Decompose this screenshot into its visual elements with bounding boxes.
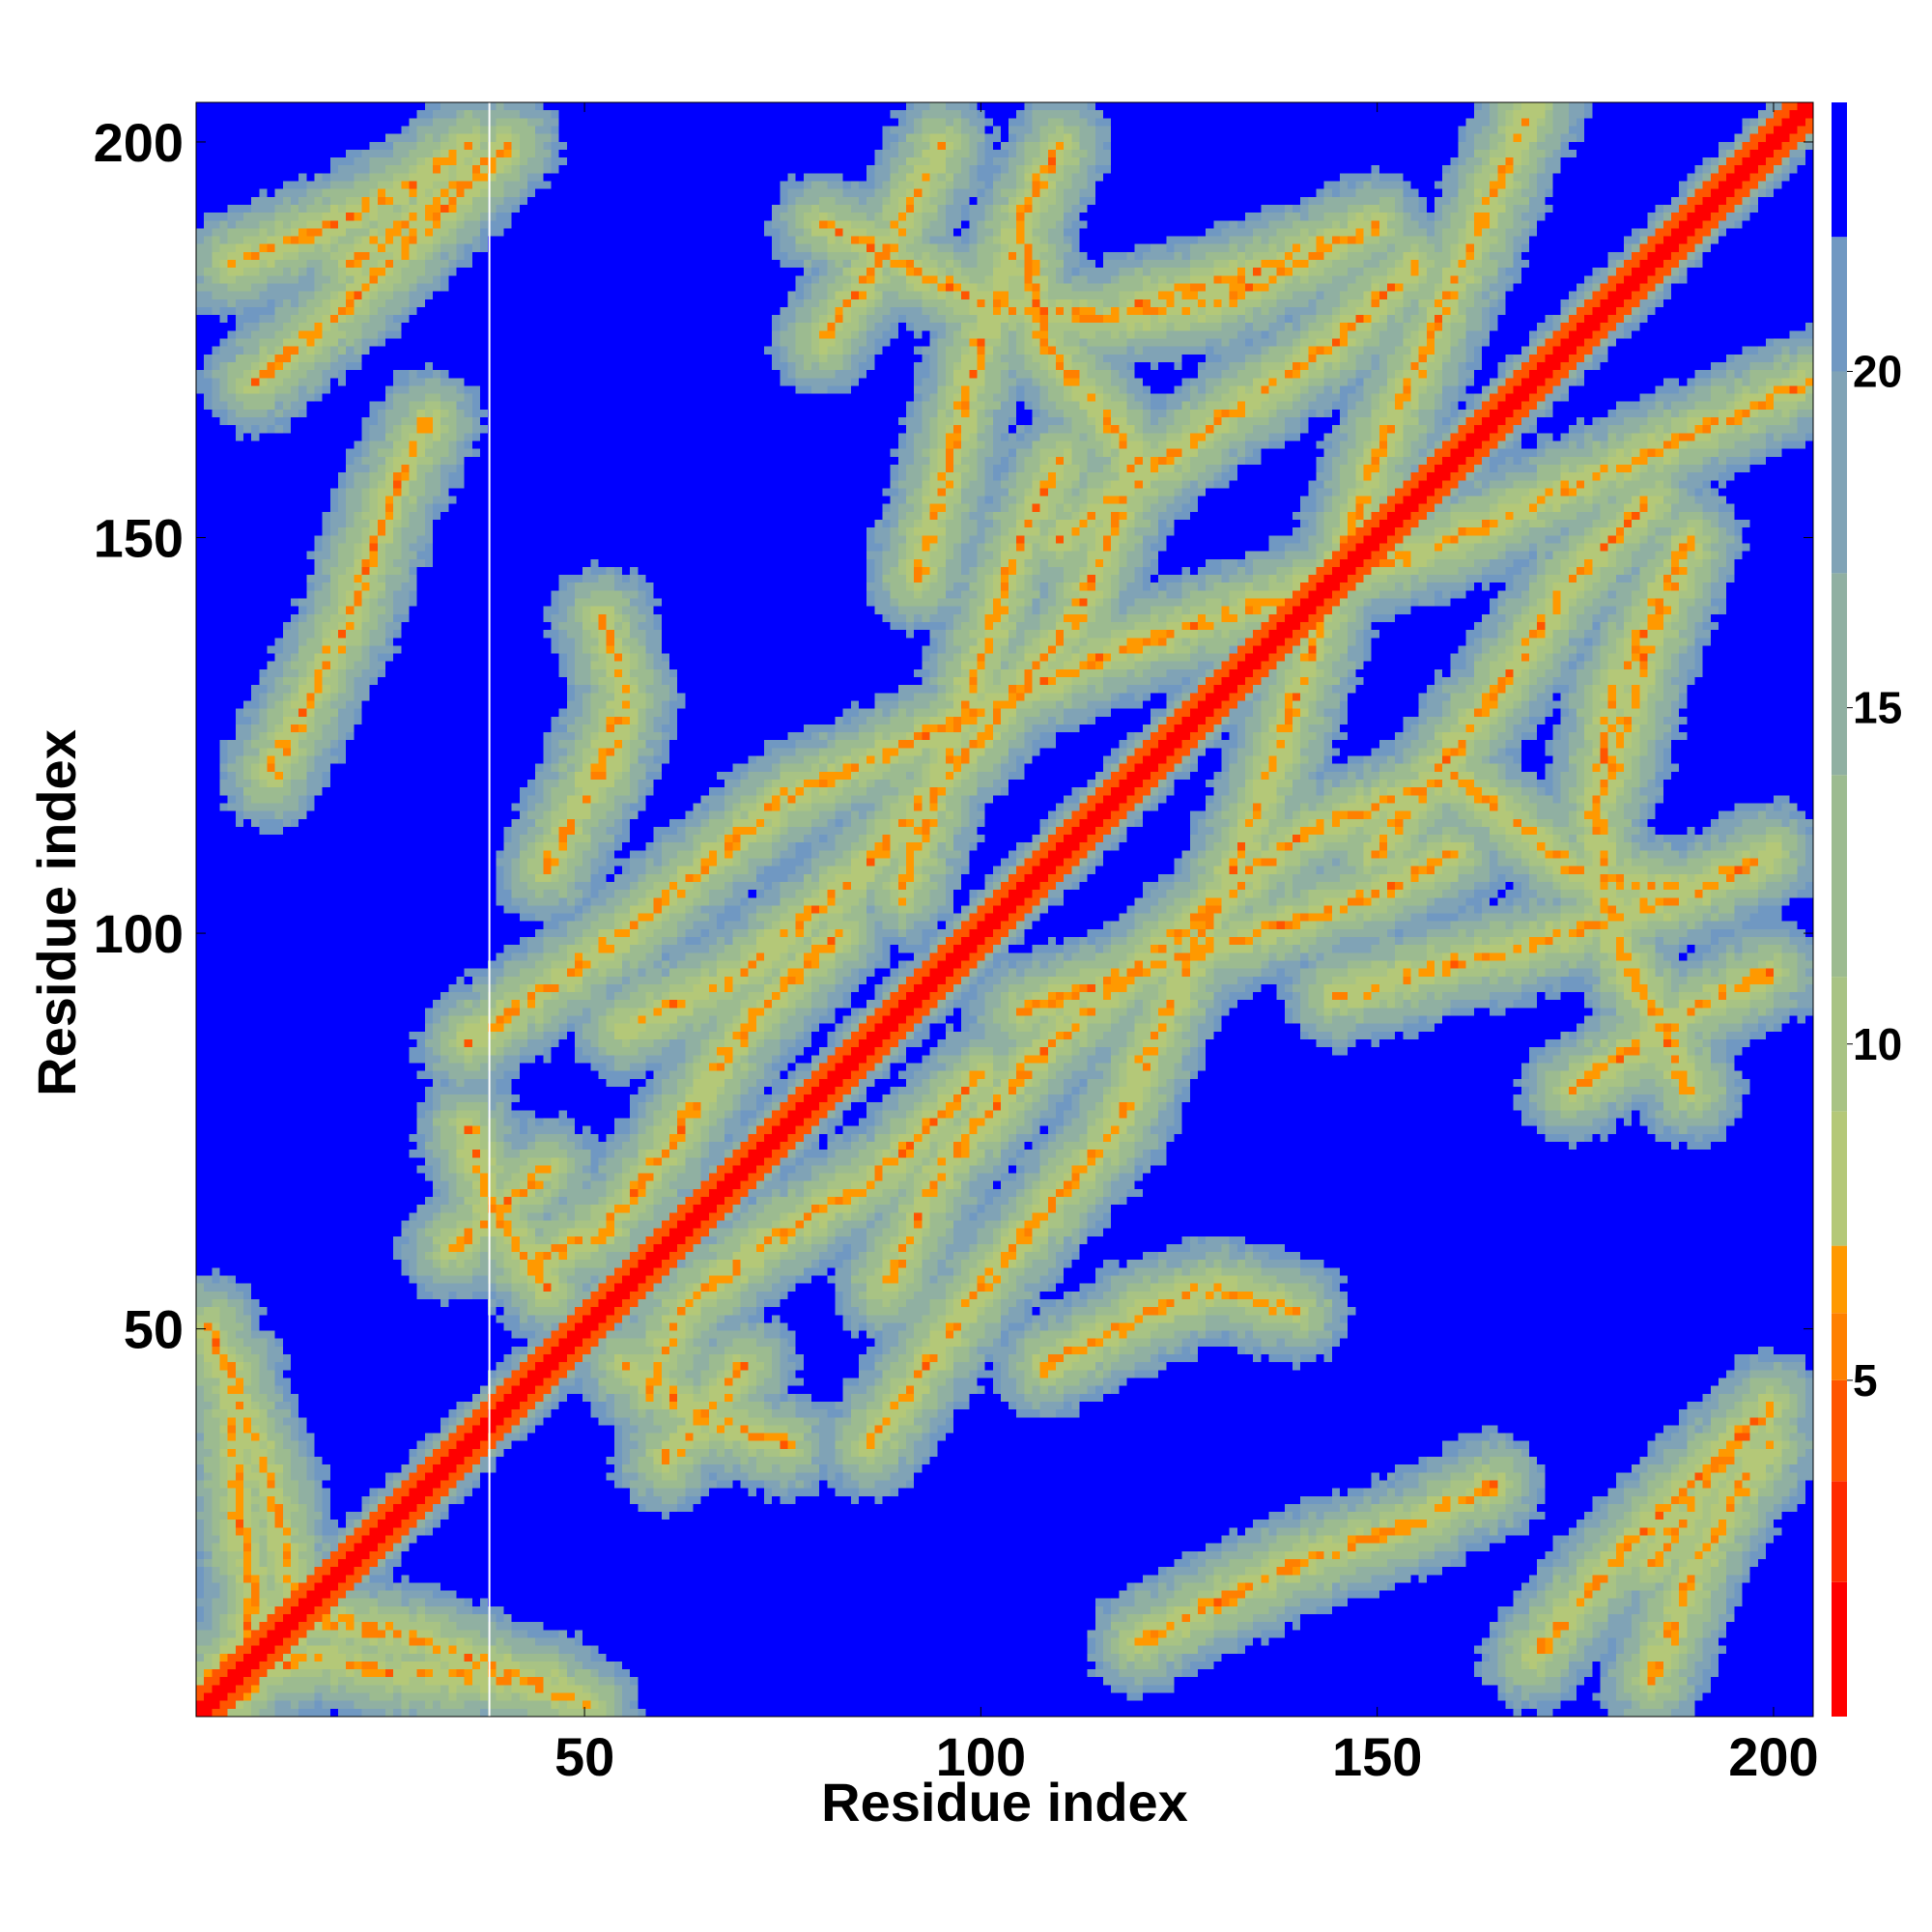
colorbar-band — [1832, 1313, 1847, 1380]
colorbar-band — [1832, 977, 1847, 1112]
x-axis-title: Residue index — [821, 1772, 1188, 1833]
y-tick-label: 150 — [94, 508, 184, 569]
colorbar-band — [1832, 775, 1847, 978]
colorbar-band — [1832, 1111, 1847, 1246]
colorbar-band — [1832, 1481, 1847, 1582]
colorbar-band — [1832, 102, 1847, 238]
heatmap-plot — [196, 102, 1813, 1717]
colorbar-tick-label: 5 — [1853, 1355, 1878, 1406]
x-tick-label: 50 — [554, 1726, 614, 1787]
colorbar-tick-label: 20 — [1853, 347, 1902, 397]
colorbar-band — [1832, 371, 1847, 574]
x-tick-label: 150 — [1332, 1726, 1422, 1787]
y-axis-title: Residue index — [26, 729, 87, 1096]
colorbar-tick-label: 15 — [1853, 683, 1902, 733]
heatmap-cells — [196, 102, 1813, 1717]
colorbar-band — [1832, 1581, 1847, 1717]
x-tick-label: 100 — [936, 1726, 1026, 1787]
colorbar-band — [1832, 573, 1847, 776]
plot-frame — [195, 101, 1814, 1718]
colorbar-band — [1832, 1245, 1847, 1314]
colorbar-band — [1832, 237, 1847, 372]
y-tick-label: 100 — [94, 903, 184, 964]
y-tick-label: 50 — [124, 1299, 184, 1360]
colorbar-band — [1832, 1379, 1847, 1482]
colorbar-tick-label: 10 — [1853, 1019, 1902, 1069]
axes: 50 100 150 200 50 100 150 200 — [94, 101, 1819, 1787]
colorbar: 5 10 15 20 — [1832, 102, 1902, 1717]
x-tick-label: 200 — [1728, 1726, 1818, 1787]
y-tick-label: 200 — [94, 112, 184, 173]
